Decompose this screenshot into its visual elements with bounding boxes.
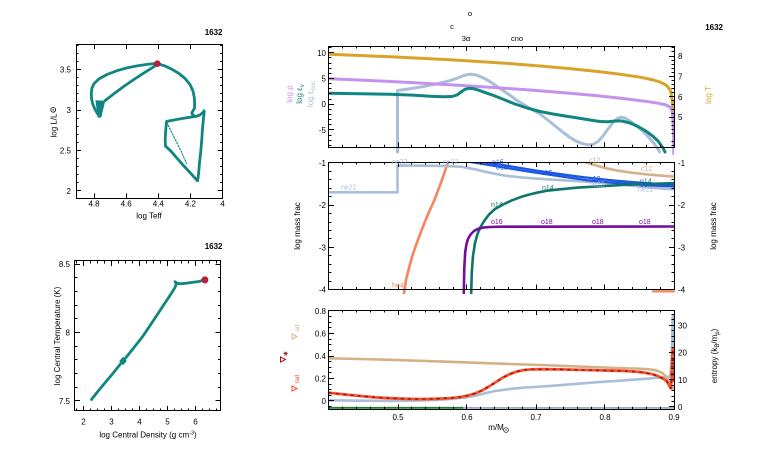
svg-text:-4: -4 (678, 286, 686, 295)
svg-text:log εν: log εν (295, 84, 306, 103)
svg-text:1632: 1632 (205, 242, 223, 251)
svg-text:1632: 1632 (705, 23, 723, 32)
svg-text:4.4: 4.4 (153, 200, 165, 209)
svg-text:log Central Density (g cm-3): log Central Density (g cm-3) (99, 431, 197, 440)
svg-text:3: 3 (109, 418, 114, 427)
svg-text:log L/L: log L/L (50, 113, 59, 138)
svg-text:entropy (kB/mp): entropy (kB/mp) (710, 328, 721, 383)
svg-text:rad: rad (295, 375, 301, 384)
svg-text:ne22: ne22 (589, 182, 605, 189)
svg-text:-2: -2 (678, 201, 686, 210)
svg-text:4: 4 (220, 200, 225, 209)
svg-text:4.6: 4.6 (121, 200, 133, 209)
svg-text:o18: o18 (639, 219, 651, 226)
svg-text:m/M: m/M (488, 423, 504, 432)
svg-text:log Central Temperature (K): log Central Temperature (K) (53, 286, 62, 385)
svg-text:8: 8 (678, 52, 683, 61)
svg-text:5: 5 (165, 418, 170, 427)
svg-text:-1: -1 (319, 159, 327, 168)
svg-text:ne22: ne22 (341, 185, 357, 192)
svg-text:0.2: 0.2 (315, 375, 327, 384)
svg-text:5: 5 (678, 113, 683, 122)
svg-text:2: 2 (81, 418, 86, 427)
svg-text:3: 3 (67, 106, 72, 115)
svg-text:4: 4 (137, 418, 142, 427)
svg-text:2.5: 2.5 (60, 147, 72, 156)
svg-text:ad: ad (295, 325, 301, 332)
svg-text:0.6: 0.6 (315, 330, 327, 339)
svg-text:3α: 3α (462, 34, 471, 43)
svg-text:c: c (450, 22, 454, 31)
svg-text:0.8: 0.8 (599, 413, 611, 422)
svg-text:7: 7 (678, 72, 683, 81)
svg-text:4.8: 4.8 (88, 200, 100, 209)
svg-text:c12: c12 (589, 158, 600, 165)
svg-text:0: 0 (322, 100, 327, 109)
svg-text:8: 8 (66, 329, 71, 338)
svg-text:0.8: 0.8 (315, 307, 327, 316)
svg-text:o18: o18 (589, 176, 601, 183)
svg-text:0.7: 0.7 (530, 413, 542, 422)
svg-text:he4: he4 (392, 283, 404, 290)
svg-text:c12: c12 (641, 166, 652, 173)
svg-text:30: 30 (678, 321, 687, 330)
svg-text:n14: n14 (491, 202, 503, 209)
svg-text:cno: cno (511, 34, 523, 43)
svg-text:-5: -5 (319, 126, 327, 135)
svg-text:6: 6 (193, 418, 198, 427)
svg-text:o18: o18 (541, 219, 553, 226)
svg-text:20: 20 (678, 349, 687, 358)
svg-text:log mass frac: log mass frac (293, 202, 302, 250)
svg-text:log Teff: log Teff (136, 212, 162, 221)
svg-text:-2: -2 (319, 201, 327, 210)
svg-text:o14: o14 (640, 182, 652, 189)
svg-text:-3: -3 (678, 243, 686, 252)
svg-text:4.2: 4.2 (185, 200, 197, 209)
svg-text:0: 0 (322, 397, 327, 406)
svg-text:o18: o18 (592, 219, 604, 226)
svg-text:2: 2 (67, 187, 72, 196)
svg-text:ne22: ne22 (443, 159, 459, 166)
svg-text:0.9: 0.9 (668, 413, 680, 422)
svg-text:n15: n15 (492, 160, 504, 167)
svg-text:-3: -3 (319, 243, 327, 252)
svg-text:3.5: 3.5 (60, 66, 72, 75)
svg-text:n14: n14 (542, 185, 554, 192)
svg-text:log mass frac: log mass frac (709, 202, 718, 250)
svg-text:-4: -4 (319, 286, 327, 295)
svg-text:7.5: 7.5 (59, 397, 71, 406)
svg-text:10: 10 (317, 49, 326, 58)
svg-text:ne22: ne22 (392, 159, 408, 166)
svg-text:n14: n14 (640, 179, 652, 186)
svg-text:log ρ: log ρ (285, 85, 294, 103)
svg-text:5: 5 (322, 75, 327, 84)
svg-text:8.5: 8.5 (59, 260, 71, 269)
svg-text:0: 0 (678, 403, 683, 412)
svg-text:log T: log T (704, 86, 713, 104)
svg-text:0.5: 0.5 (392, 413, 404, 422)
svg-text:o15: o15 (541, 170, 553, 177)
svg-text:1632: 1632 (205, 28, 223, 37)
svg-text:0.4: 0.4 (315, 352, 327, 361)
svg-text:-1: -1 (678, 159, 686, 168)
svg-text:o15: o15 (496, 165, 508, 172)
svg-text:10: 10 (678, 376, 687, 385)
svg-text:log εnuc: log εnuc (306, 81, 317, 107)
svg-text:0.6: 0.6 (461, 413, 473, 422)
svg-text:ne22: ne22 (638, 187, 654, 194)
svg-text:o16: o16 (491, 219, 503, 226)
svg-text:6: 6 (678, 93, 683, 102)
svg-text:o: o (468, 9, 472, 18)
